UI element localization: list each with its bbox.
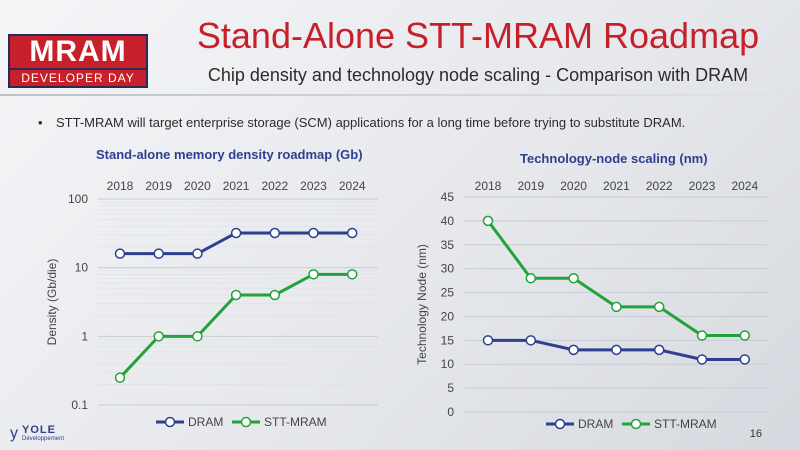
mram-developer-day-logo: MRAM DEVELOPER DAY <box>8 34 148 88</box>
y-tick-label: 20 <box>441 309 455 323</box>
yole-brand: YOLE <box>22 424 56 436</box>
legend-marker <box>240 416 252 428</box>
data-point <box>525 272 537 284</box>
y-tick-label: 35 <box>441 238 455 252</box>
data-point <box>611 344 622 356</box>
data-point <box>308 227 319 239</box>
x-tick-label: 2022 <box>646 179 673 193</box>
data-point <box>696 354 708 365</box>
y-tick-label: 15 <box>441 333 455 347</box>
x-tick-label: 2022 <box>261 179 288 193</box>
legend-label: STT-MRAM <box>264 415 327 429</box>
x-tick-label: 2020 <box>560 179 587 193</box>
chart-title-node: Technology-node scaling (nm) <box>520 151 708 166</box>
data-point <box>739 354 751 365</box>
density-chart: 0.1 1 10 100 2018 2019 2020 2021 2022 2023 2024 Den… <box>45 179 378 429</box>
x-tick-label: 2019 <box>517 179 544 193</box>
data-point <box>192 248 203 259</box>
node-chart: 0 5 10 15 20 25 30 35 40 45 2018 2019 2020 2021 2022 20… <box>415 179 768 431</box>
page-number: 16 <box>749 428 762 440</box>
data-point <box>269 289 281 301</box>
x-tick-label: 2024 <box>731 179 758 193</box>
data-point <box>192 331 203 342</box>
data-point <box>482 215 494 227</box>
y-tick-label: 40 <box>441 214 455 228</box>
slide-subtitle: Chip density and technology node scaling… <box>207 65 749 85</box>
data-point <box>739 330 751 341</box>
x-tick-label: 2023 <box>689 179 716 193</box>
x-tick-label: 2021 <box>603 179 630 193</box>
data-point <box>230 289 242 301</box>
data-point <box>230 227 242 239</box>
bullet-text: STT-MRAM will target enterprise storage … <box>56 115 686 130</box>
logo-text-top: MRAM <box>8 34 148 70</box>
data-point <box>611 301 622 313</box>
data-point <box>653 301 665 313</box>
y-tick-label: 0 <box>447 405 454 419</box>
legend-label: DRAM <box>578 417 613 431</box>
y-tick-label: 10 <box>441 357 455 371</box>
y-tick-label: 5 <box>447 381 454 395</box>
y-axis-label: Density (Gb/die) <box>45 259 59 346</box>
y-tick-label: 30 <box>441 262 455 276</box>
yole-brand-sub: Développement <box>22 436 65 442</box>
y-tick-label: 45 <box>441 190 455 204</box>
x-tick-label: 2021 <box>223 179 250 193</box>
y-tick-label: 10 <box>75 261 89 275</box>
data-point <box>346 269 358 280</box>
header-divider <box>0 94 800 96</box>
legend-marker <box>164 416 176 428</box>
data-point <box>269 227 281 239</box>
legend-label: DRAM <box>188 415 223 429</box>
data-point <box>114 248 126 259</box>
bullet-icon: • <box>38 115 43 130</box>
data-point <box>153 248 164 259</box>
chart-title-density: Stand-alone memory density roadmap (Gb) <box>96 147 363 162</box>
data-point <box>482 335 494 346</box>
x-tick-label: 2018 <box>475 179 502 193</box>
y-tick-label: 25 <box>441 286 455 300</box>
yole-logo: y YOLE Développement <box>8 424 68 446</box>
x-tick-label: 2023 <box>300 179 327 193</box>
y-tick-label: 0.1 <box>71 398 88 412</box>
slide-title: Stand-Alone STT-MRAM Roadmap <box>196 15 760 56</box>
legend-label: STT-MRAM <box>654 417 717 431</box>
yole-mark-icon: y <box>10 425 18 442</box>
legend-marker <box>630 418 642 430</box>
legend-marker <box>554 418 566 430</box>
data-point <box>153 331 164 342</box>
data-point <box>114 372 126 383</box>
data-point <box>568 272 579 284</box>
x-tick-label: 2018 <box>107 179 134 193</box>
data-point <box>525 335 537 346</box>
x-tick-label: 2019 <box>145 179 172 193</box>
data-point <box>568 344 579 356</box>
data-point <box>308 269 319 280</box>
logo-text-bottom: DEVELOPER DAY <box>8 70 148 88</box>
data-point <box>346 227 358 239</box>
data-point <box>653 344 665 356</box>
x-tick-label: 2024 <box>339 179 366 193</box>
y-tick-label: 1 <box>81 329 88 343</box>
y-axis-label: Technology Node (nm) <box>415 244 429 365</box>
y-tick-label: 100 <box>68 192 88 206</box>
x-tick-label: 2020 <box>184 179 211 193</box>
data-point <box>696 330 708 341</box>
